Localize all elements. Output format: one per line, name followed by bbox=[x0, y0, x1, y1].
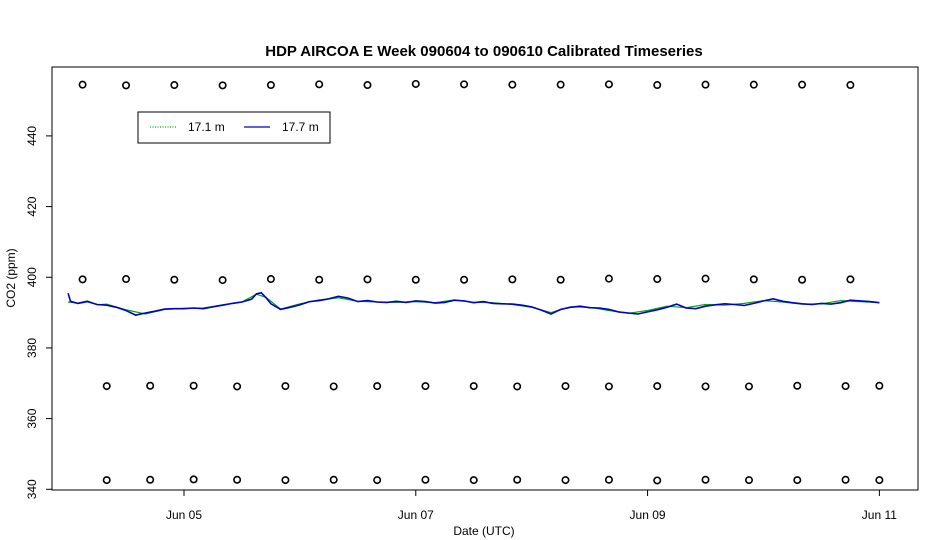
calibration-point bbox=[653, 81, 662, 90]
calibration-point bbox=[561, 382, 570, 391]
calibration-point bbox=[508, 275, 517, 284]
calibration-point bbox=[421, 382, 430, 391]
calibration-point bbox=[513, 382, 522, 391]
calibration-point bbox=[266, 81, 275, 90]
calibration-point bbox=[653, 275, 662, 284]
calibration-point bbox=[373, 382, 382, 391]
series-lines bbox=[67, 291, 880, 316]
calibration-point bbox=[460, 80, 469, 89]
calibration-point bbox=[749, 80, 758, 89]
calibration-point bbox=[122, 275, 131, 284]
calibration-point bbox=[749, 275, 758, 284]
y-tick-label: 440 bbox=[25, 126, 39, 146]
calibration-point bbox=[604, 475, 613, 484]
calibration-point bbox=[841, 475, 850, 484]
calibration-point bbox=[653, 382, 662, 391]
series-line-17-7-m bbox=[67, 291, 880, 316]
calibration-point bbox=[218, 81, 227, 90]
calibration-point bbox=[841, 382, 850, 391]
y-tick-label: 380 bbox=[25, 338, 39, 358]
calibration-point bbox=[701, 382, 710, 391]
calibration-point bbox=[281, 476, 290, 485]
calibration-point bbox=[798, 80, 807, 89]
x-tick-label: Jun 07 bbox=[398, 508, 434, 522]
calibration-point bbox=[701, 475, 710, 484]
calibration-point bbox=[411, 79, 420, 88]
calibration-point bbox=[189, 381, 198, 390]
calibration-point bbox=[329, 475, 338, 484]
calibration-point bbox=[744, 476, 753, 485]
calibration-point bbox=[460, 275, 469, 284]
x-tick-label: Jun 11 bbox=[862, 508, 897, 522]
calibration-point bbox=[604, 274, 613, 283]
calibration-point bbox=[189, 475, 198, 484]
calibration-point bbox=[701, 80, 710, 89]
x-axis: Jun 05 Jun 07 Jun 09 Jun 11 bbox=[166, 489, 897, 522]
calibration-point bbox=[411, 275, 420, 284]
series-line-17-1-m bbox=[68, 293, 880, 315]
y-axis-label: CO2 (ppm) bbox=[4, 248, 18, 307]
calibration-point bbox=[604, 80, 613, 89]
x-tick-label: Jun 09 bbox=[630, 508, 666, 522]
calibration-point bbox=[170, 275, 179, 284]
calibration-point bbox=[469, 382, 478, 391]
y-axis: 340 360 380 400 420 440 bbox=[25, 126, 53, 499]
legend-label-17-1m: 17.1 m bbox=[188, 120, 225, 134]
calibration-point bbox=[793, 381, 802, 390]
calibration-point bbox=[793, 476, 802, 485]
y-tick-label: 360 bbox=[25, 408, 39, 428]
calibration-point bbox=[329, 382, 338, 391]
calibration-point bbox=[653, 476, 662, 485]
calibration-point bbox=[556, 275, 565, 284]
y-tick-label: 420 bbox=[25, 196, 39, 216]
y-tick-label: 340 bbox=[25, 479, 39, 499]
legend: 17.1 m 17.7 m bbox=[137, 111, 331, 144]
calibration-point bbox=[315, 275, 324, 284]
calibration-point bbox=[363, 275, 372, 284]
axes: Jun 05 Jun 07 Jun 09 Jun 11 340 360 380 400 420… bbox=[25, 126, 897, 522]
calibration-point bbox=[604, 382, 613, 391]
calibration-point bbox=[233, 475, 242, 484]
calibration-point bbox=[556, 80, 565, 89]
calibration-point bbox=[170, 81, 179, 90]
calibration-point bbox=[701, 274, 710, 283]
calibration-point bbox=[846, 275, 855, 284]
x-axis-label: Date (UTC) bbox=[453, 524, 514, 538]
chart-title: HDP AIRCOA E Week 090604 to 090610 Calib… bbox=[265, 43, 702, 60]
scatter-points bbox=[78, 79, 884, 485]
calibration-point bbox=[102, 476, 111, 485]
calibration-point bbox=[78, 275, 87, 284]
calibration-point bbox=[233, 382, 242, 391]
calibration-point bbox=[146, 475, 155, 484]
calibration-point bbox=[122, 81, 131, 90]
calibration-point bbox=[469, 476, 478, 485]
calibration-point bbox=[421, 475, 430, 484]
calibration-point bbox=[875, 381, 884, 390]
calibration-point bbox=[363, 81, 372, 90]
calibration-point bbox=[146, 381, 155, 390]
calibration-point bbox=[846, 81, 855, 90]
calibration-point bbox=[875, 476, 884, 485]
calibration-point bbox=[281, 382, 290, 391]
calibration-point bbox=[373, 476, 382, 485]
calibration-point bbox=[513, 475, 522, 484]
legend-label-17-7m: 17.7 m bbox=[282, 120, 319, 134]
calibration-point bbox=[218, 276, 227, 285]
x-tick-label: Jun 05 bbox=[166, 508, 202, 522]
calibration-point bbox=[798, 275, 807, 284]
calibration-point bbox=[561, 476, 570, 485]
calibration-point bbox=[266, 275, 275, 284]
calibration-point bbox=[744, 382, 753, 391]
calibration-point bbox=[78, 80, 87, 89]
calibration-point bbox=[102, 382, 111, 391]
y-tick-label: 400 bbox=[25, 267, 39, 287]
calibration-point bbox=[315, 80, 324, 89]
calibration-point bbox=[508, 80, 517, 89]
